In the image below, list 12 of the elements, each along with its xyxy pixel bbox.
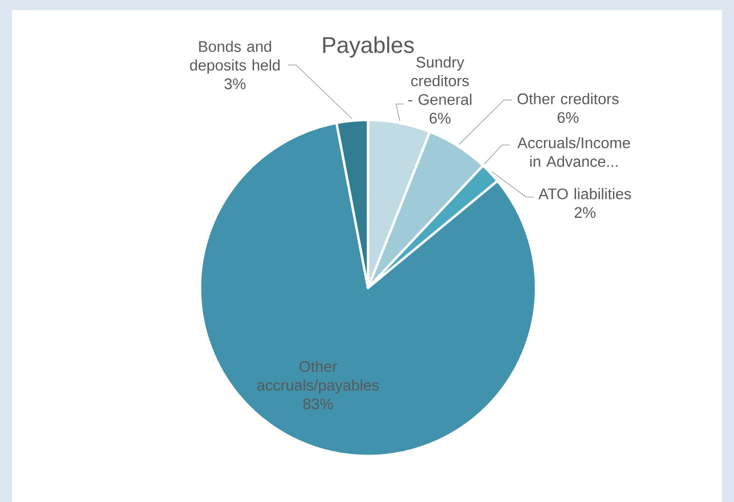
slice-label: ATO liabilities <box>538 188 631 200</box>
slice-label: Other accruals/payables <box>257 360 379 394</box>
chart-title: Payables <box>323 36 414 58</box>
data-label: 6% <box>558 112 579 123</box>
slice-label: Sundry creditors - General <box>408 56 472 105</box>
slice-label: Other creditors <box>518 93 619 104</box>
data-label: 2% <box>574 207 596 218</box>
legend-label: Accruals/Income in Advance... <box>517 137 630 167</box>
slice-label: Bonds and deposits held <box>190 40 280 74</box>
data-label: 6% <box>430 112 451 124</box>
data-label: 83% <box>303 398 333 410</box>
data-label: 3% <box>224 78 246 90</box>
